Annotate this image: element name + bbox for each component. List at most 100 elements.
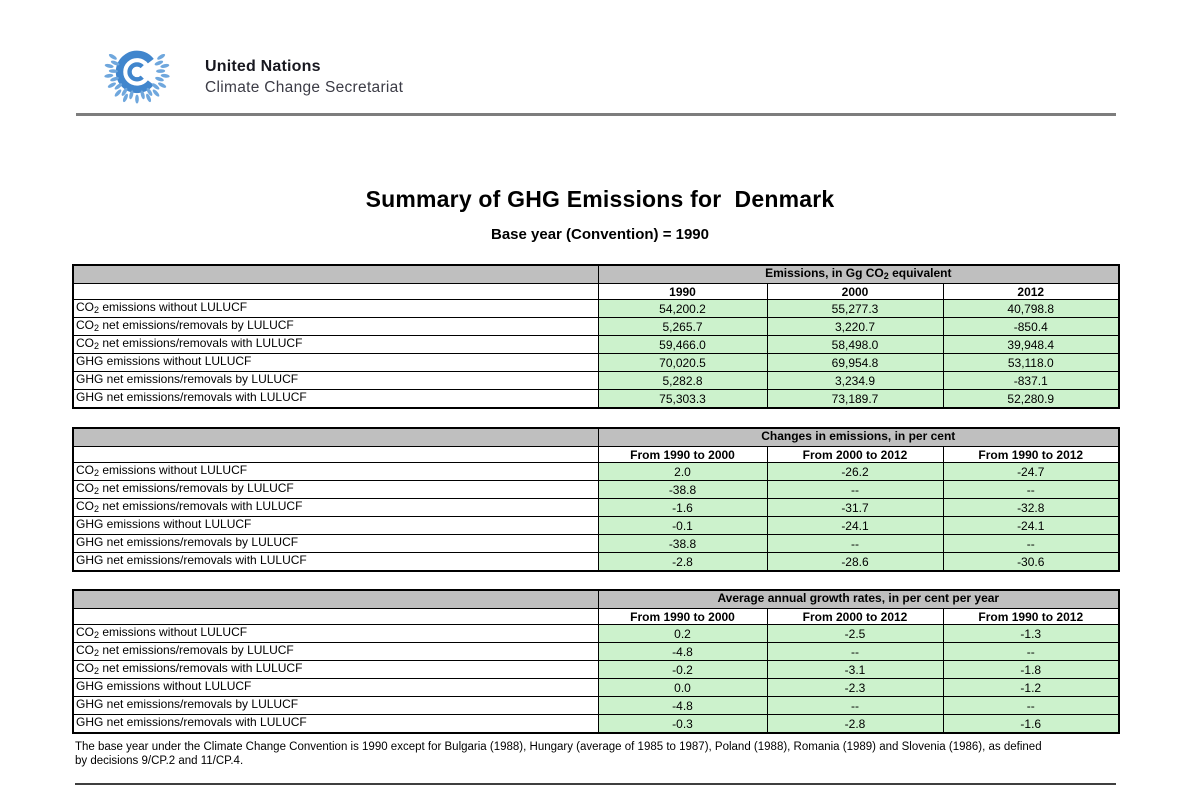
- value-cell: -1.6: [942, 714, 1120, 734]
- page-title: Summary of GHG Emissions for Denmark: [365, 186, 835, 212]
- header-divider: [76, 113, 1116, 116]
- row-label-text: GHG net emissions/removals by LULUCF: [76, 697, 299, 712]
- column-header: From 1990 to 2000: [597, 608, 768, 625]
- row-label-subscript: 2: [94, 468, 100, 478]
- org-identity: United Nations Climate Change Secretaria…: [205, 58, 403, 97]
- row-label-subscript: 2: [94, 323, 100, 333]
- table-row: GHG net emissions/removals with LULUCF 7…: [72, 389, 1120, 409]
- table-row: GHG emissions without LULUCF -0.1 -24.1 …: [72, 516, 1120, 535]
- row-label-rest: emissions without LULUCF: [99, 625, 248, 640]
- value-cell: -30.6: [942, 552, 1120, 572]
- row-label-cell: CO2 net emissions/removals with LULUCF: [72, 335, 599, 354]
- value-cell: 54,200.2: [597, 299, 768, 318]
- value-cell: -24.7: [942, 462, 1120, 481]
- value-cell: --: [942, 696, 1120, 715]
- value-cell: --: [766, 534, 944, 553]
- table-row: CO2 emissions without LULUCF 2.0 -26.2 -…: [72, 462, 1120, 481]
- table-colheader-row: From 1990 to 2000 From 2000 to 2012 From…: [72, 608, 1120, 625]
- row-label-text: CO: [76, 481, 94, 496]
- section-header-cell: Changes in emissions, in per cent: [597, 427, 1120, 447]
- value-cell: --: [766, 642, 944, 661]
- table-row: GHG net emissions/removals by LULUCF -4.…: [72, 696, 1120, 715]
- value-cell: -837.1: [942, 371, 1120, 390]
- cc-monogram-icon: [115, 50, 154, 94]
- row-label-cell: GHG emissions without LULUCF: [72, 678, 599, 697]
- value-cell: 39,948.4: [942, 335, 1120, 354]
- table-row: CO2 net emissions/removals with LULUCF -…: [72, 498, 1120, 517]
- footnote-line: The base year under the Climate Change C…: [75, 741, 1042, 753]
- value-cell: -2.5: [766, 624, 944, 643]
- table-row: CO2 net emissions/removals by LULUCF 5,2…: [72, 317, 1120, 336]
- value-cell: 5,282.8: [597, 371, 768, 390]
- laurel-wreath-icon: [104, 53, 170, 104]
- row-label-text: CO: [76, 336, 94, 351]
- row-label-subscript: 2: [94, 666, 100, 676]
- value-cell: -2.8: [766, 714, 944, 734]
- row-label-text: GHG net emissions/removals with LULUCF: [76, 390, 307, 404]
- value-cell: -32.8: [942, 498, 1120, 517]
- row-label-text: CO: [76, 643, 94, 658]
- row-label-cell: CO2 net emissions/removals by LULUCF: [72, 642, 599, 661]
- table-row: CO2 net emissions/removals by LULUCF -38…: [72, 480, 1120, 499]
- row-label-cell: GHG net emissions/removals with LULUCF: [72, 552, 599, 572]
- row-label-cell: GHG emissions without LULUCF: [72, 516, 599, 535]
- table-section-row: Average annual growth rates, in per cent…: [72, 589, 1120, 609]
- value-cell: 70,020.5: [597, 353, 768, 372]
- row-label-text: CO: [76, 499, 94, 514]
- value-cell: -2.3: [766, 678, 944, 697]
- bottom-divider: [75, 783, 1116, 785]
- value-cell: --: [942, 480, 1120, 499]
- section-header-cell: Emissions, in Gg CO2 equivalent: [597, 264, 1120, 284]
- value-cell: -26.2: [766, 462, 944, 481]
- row-label-cell: GHG net emissions/removals by LULUCF: [72, 371, 599, 390]
- un-climate-logo-icon: [104, 50, 170, 104]
- value-cell: 69,954.8: [766, 353, 944, 372]
- row-label-subscript: 2: [94, 648, 100, 658]
- row-label-cell: CO2 net emissions/removals by LULUCF: [72, 480, 599, 499]
- value-cell: -1.6: [597, 498, 768, 517]
- value-cell: 58,498.0: [766, 335, 944, 354]
- value-cell: -31.7: [766, 498, 944, 517]
- row-label-text: CO: [76, 625, 94, 640]
- row-label-text: CO: [76, 463, 94, 478]
- table-changes: Changes in emissions, in per cent From 1…: [72, 427, 1120, 572]
- column-header: From 1990 to 2012: [942, 446, 1120, 463]
- table-row: GHG net emissions/removals with LULUCF -…: [72, 552, 1120, 572]
- value-cell: -3.1: [766, 660, 944, 679]
- row-label-rest: emissions without LULUCF: [99, 300, 248, 315]
- row-label-text: CO: [76, 318, 94, 333]
- value-cell: 3,220.7: [766, 317, 944, 336]
- section-header-cell: Average annual growth rates, in per cent…: [597, 589, 1120, 609]
- row-label-cell: GHG emissions without LULUCF: [72, 353, 599, 372]
- colheader-corner-cell: [72, 608, 599, 625]
- value-cell: --: [766, 696, 944, 715]
- table-section-row: Changes in emissions, in per cent: [72, 427, 1120, 447]
- value-cell: 55,277.3: [766, 299, 944, 318]
- row-label-cell: GHG net emissions/removals by LULUCF: [72, 696, 599, 715]
- row-label-subscript: 2: [94, 504, 100, 514]
- row-label-subscript: 2: [94, 630, 100, 640]
- colheader-corner-cell: [72, 446, 599, 463]
- value-cell: 73,189.7: [766, 389, 944, 409]
- table-colheader-row: 1990 2000 2012: [72, 283, 1120, 300]
- table-growth-rates: Average annual growth rates, in per cent…: [72, 589, 1121, 734]
- row-label-cell: CO2 net emissions/removals with LULUCF: [72, 498, 599, 517]
- value-cell: 3,234.9: [766, 371, 944, 390]
- row-label-rest: net emissions/removals with LULUCF: [99, 661, 303, 676]
- colheader-corner-cell: [72, 283, 599, 300]
- value-cell: 40,798.8: [942, 299, 1120, 318]
- value-cell: -24.1: [942, 516, 1120, 535]
- value-cell: --: [942, 642, 1120, 661]
- value-cell: 53,118.0: [942, 353, 1120, 372]
- table-emissions: Emissions, in Gg CO2 equivalent 1990 200…: [72, 264, 1121, 409]
- row-label-text: GHG emissions without LULUCF: [76, 517, 252, 532]
- value-cell: --: [766, 480, 944, 499]
- table-row: CO2 net emissions/removals by LULUCF -4.…: [72, 642, 1120, 661]
- section-header-rest: equivalent: [888, 266, 952, 280]
- value-cell: --: [942, 534, 1120, 553]
- row-label-text: GHG emissions without LULUCF: [76, 679, 252, 694]
- footnote-line: by decisions 9/CP.2 and 11/CP.4.: [75, 755, 244, 767]
- table-row: GHG emissions without LULUCF 0.0 -2.3 -1…: [72, 678, 1120, 697]
- base-year-footnote: The base year under the Climate Change C…: [75, 740, 1125, 768]
- section-header-text: Changes in emissions, in per cent: [761, 429, 956, 443]
